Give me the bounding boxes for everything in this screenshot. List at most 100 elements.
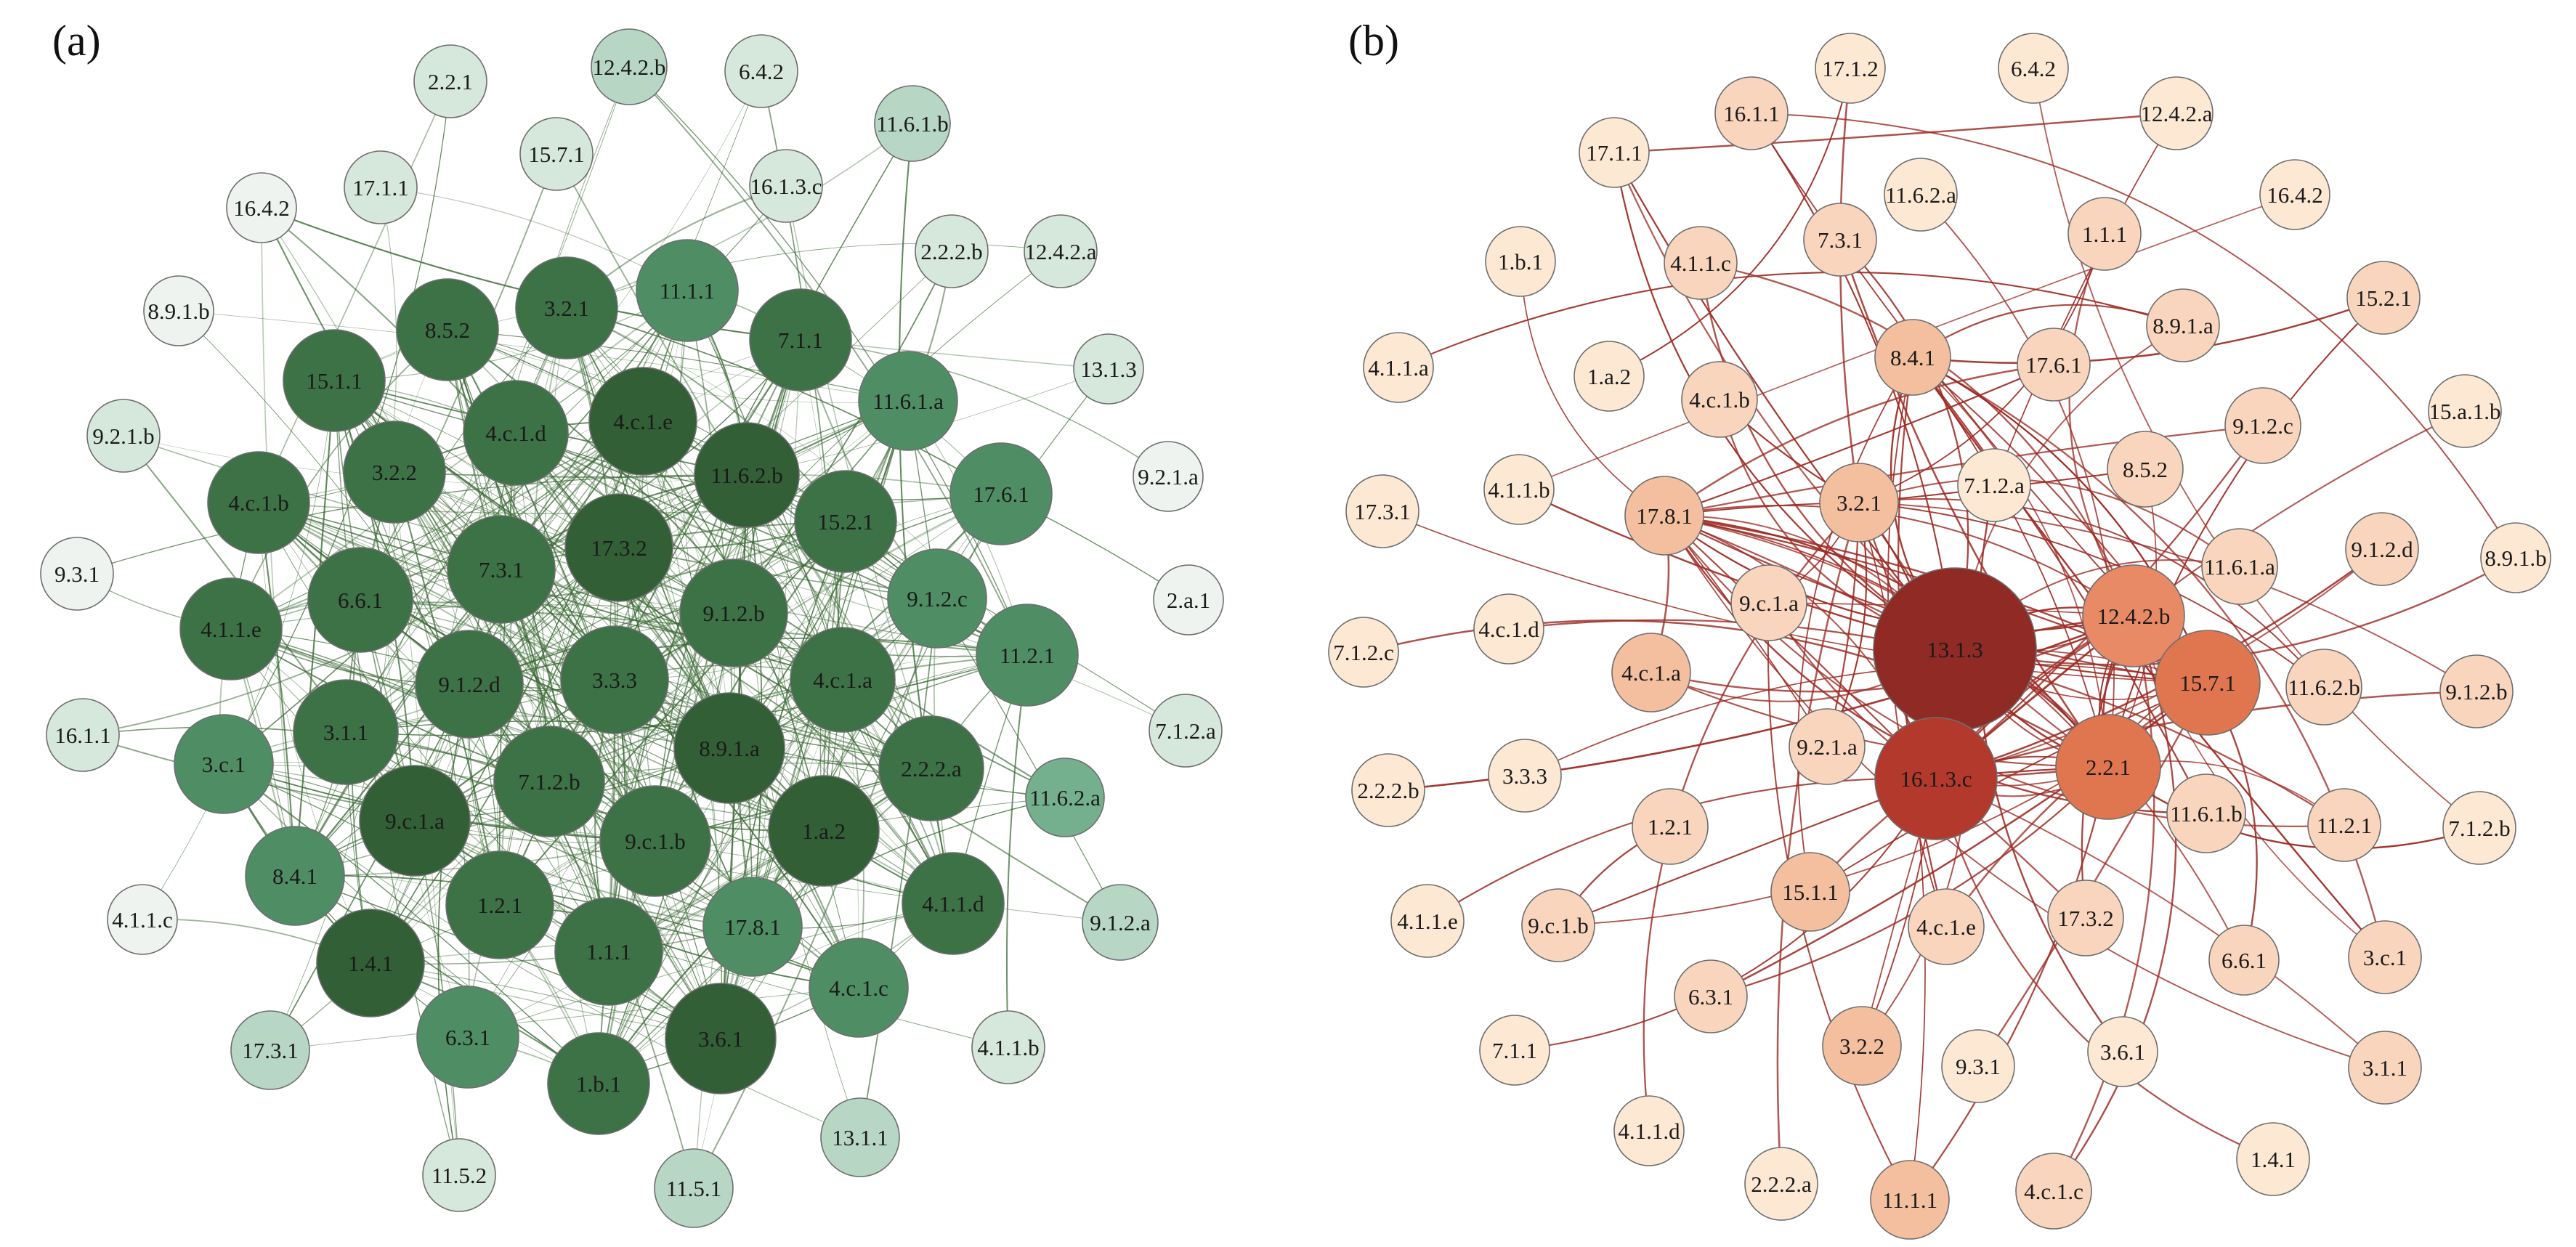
panel-b-node-label: 11.6.2.a bbox=[1885, 182, 1956, 208]
panel-a-node-circle bbox=[40, 537, 114, 611]
panel-a-node-label: 4.1.1.c bbox=[112, 907, 173, 933]
panel-b-node-label: 2.2.1 bbox=[2086, 755, 2131, 780]
panel-a-edge bbox=[223, 763, 599, 1084]
panel-a-edge bbox=[394, 471, 656, 842]
panel-b-edge bbox=[2107, 297, 2384, 768]
panel-a-node-label: 1.1.1 bbox=[586, 939, 631, 964]
panel-b-node-label: 8.9.1.b bbox=[2484, 545, 2546, 571]
panel-a-node-circle bbox=[560, 625, 669, 734]
panel-b-node-circle bbox=[1624, 476, 1704, 556]
panel-b-node-label: 9.3.1 bbox=[1956, 1054, 2001, 1079]
panel-a-node-label: 9.2.1.b bbox=[92, 423, 154, 449]
panel-b-node-circle bbox=[1803, 203, 1877, 277]
panel-a-node-circle bbox=[493, 726, 605, 837]
panel-a-node-label: 4.1.1.b bbox=[977, 1035, 1039, 1060]
panel-a-node-circle bbox=[46, 698, 120, 772]
panel-b-node-label: 11.6.1.a bbox=[2204, 554, 2275, 580]
panel-a-node-circle bbox=[463, 380, 569, 486]
panel-b-edge bbox=[1664, 424, 2264, 517]
panel-b-node-label: 3.2.2 bbox=[1839, 1033, 1884, 1059]
panel-a-node-label: 9.2.1.a bbox=[1138, 464, 1199, 490]
panel-a-node-label: 15.7.1 bbox=[528, 142, 585, 167]
panel-b-node-circle bbox=[1664, 226, 1738, 300]
panel-a-edge bbox=[360, 599, 460, 1176]
panel-a-edge bbox=[230, 329, 448, 630]
panel-a-node-circle bbox=[207, 451, 310, 554]
panel-b-node-label: 9.1.2.c bbox=[2232, 413, 2293, 439]
panel-a-node-label: 11.5.2 bbox=[432, 1163, 487, 1188]
panel-a-edge bbox=[693, 747, 730, 1189]
panel-b-node-circle bbox=[1874, 717, 1998, 840]
panel-a-node-circle bbox=[293, 679, 399, 785]
panel-a-node-label: 11.5.1 bbox=[666, 1176, 721, 1201]
panel-a-node-label: 13.1.1 bbox=[832, 1125, 888, 1150]
panel-a-edge bbox=[566, 123, 913, 309]
panel-b-node-circle bbox=[2346, 261, 2421, 335]
panel-a-node-label: 3.3.3 bbox=[592, 667, 637, 693]
panel-b-node-label: 17.1.1 bbox=[1586, 140, 1643, 166]
panel-a-node-label: 7.1.1 bbox=[778, 328, 823, 353]
panel-a-edge bbox=[360, 187, 397, 601]
panel-b-node-label: 1.a.2 bbox=[1587, 364, 1631, 389]
panel-a-node-label: 9.c.1.b bbox=[625, 829, 686, 854]
panel-b-node-label: 17.8.1 bbox=[1636, 503, 1693, 529]
panel-a-edge bbox=[467, 903, 954, 1038]
panel-b-edge bbox=[1664, 364, 2054, 516]
panel-b-node-label: 1.b.1 bbox=[1498, 249, 1543, 275]
panel-b-node-circle bbox=[1632, 788, 1709, 865]
panel-a-node-label: 7.1.2.a bbox=[1155, 718, 1216, 744]
panel-b-node-circle bbox=[1483, 454, 1555, 525]
panel-a-node-label: 8.4.1 bbox=[272, 864, 317, 889]
panel-b-node-circle bbox=[2015, 1153, 2092, 1230]
panel-b-node-circle bbox=[1998, 33, 2069, 104]
panel-a-node-circle bbox=[1153, 564, 1224, 635]
panel-b-edge bbox=[1912, 357, 2208, 814]
panel-a-edge bbox=[501, 569, 825, 832]
panel-b-edge bbox=[1608, 68, 1851, 377]
panel-b-node-label: 16.1.3.c bbox=[1900, 766, 1972, 792]
panel-a-node-circle bbox=[515, 256, 618, 360]
panel-a-node-circle bbox=[749, 288, 852, 391]
panel-a-node-label: 16.1.3.c bbox=[750, 174, 822, 199]
panel-a-node-circle bbox=[749, 149, 823, 223]
panel-b-node-circle bbox=[2348, 1031, 2422, 1105]
panel-a-edge bbox=[394, 471, 656, 842]
panel-a-node-label: 17.1.1 bbox=[352, 175, 409, 200]
panel-a-node-label: 7.3.1 bbox=[479, 557, 524, 582]
panel-a-node-circle bbox=[1082, 884, 1159, 961]
panel-b-edge bbox=[1613, 112, 2177, 154]
panel-b-node-label: 1.1.1 bbox=[2082, 222, 2127, 247]
panel-a-node-label: 6.6.1 bbox=[338, 588, 383, 613]
panel-b-edge bbox=[1858, 502, 1926, 1201]
panel-b-node-circle bbox=[2087, 1016, 2158, 1087]
panel-b-edge bbox=[1909, 766, 2110, 1201]
panel-a-node-label: 16.1.1 bbox=[54, 723, 111, 748]
panel-a-edge bbox=[230, 421, 644, 630]
panel-a-edge bbox=[733, 251, 952, 614]
panel-b-node-label: 4.1.1.d bbox=[1618, 1118, 1680, 1144]
panel-a-node-label: 11.1.1 bbox=[660, 278, 715, 304]
panel-b-node-circle bbox=[1822, 1006, 1902, 1086]
panel-a-node-label: 17.3.1 bbox=[242, 1038, 299, 1063]
panel-b-node-label: 13.1.3 bbox=[1927, 637, 1983, 662]
panel-b-node-label: 15.a.1.b bbox=[2429, 399, 2500, 424]
panel-a-node-label: 9.1.2.d bbox=[438, 672, 501, 697]
panel-b-node-circle bbox=[2480, 522, 2551, 593]
panel-a-node-label: 2.a.1 bbox=[1167, 588, 1210, 613]
panel-b-node-label: 8.9.1.a bbox=[2152, 313, 2214, 338]
panel-a-node-circle bbox=[107, 884, 178, 955]
panel-a-node-circle bbox=[86, 399, 161, 473]
panel-b-node-label: 9.1.2.b bbox=[2445, 679, 2507, 704]
panel-a-node-circle bbox=[768, 775, 880, 887]
panel-a-node-circle bbox=[415, 630, 524, 739]
panel-b-node-circle bbox=[2166, 773, 2246, 853]
panel-a-node-label: 13.1.3 bbox=[1080, 357, 1137, 382]
panel-b-node-label: 3.c.1 bbox=[2363, 945, 2407, 970]
panel-a-node-circle bbox=[413, 44, 487, 118]
panel-b-edge bbox=[2107, 766, 2480, 850]
panel-a-edge bbox=[178, 310, 609, 952]
panel-b-node-circle bbox=[2201, 528, 2278, 605]
panel-b-node-circle bbox=[2107, 431, 2184, 508]
panel-b-edge bbox=[2133, 410, 2466, 617]
